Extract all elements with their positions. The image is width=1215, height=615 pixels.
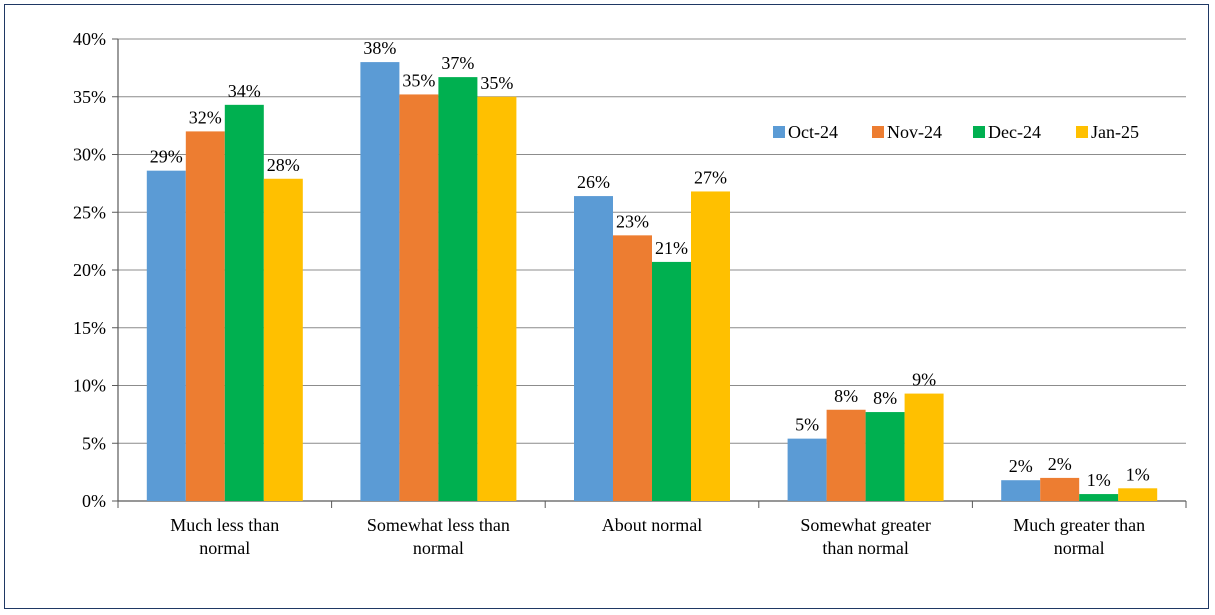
data-label: 34% bbox=[228, 81, 261, 101]
legend-label: Oct-24 bbox=[788, 122, 838, 142]
bar-oct-24-1 bbox=[360, 62, 400, 501]
data-label: 37% bbox=[441, 53, 474, 73]
legend-swatch-dec-24 bbox=[973, 126, 985, 138]
category-label: About normal bbox=[602, 515, 703, 535]
category-label-line: Somewhat less than bbox=[367, 515, 510, 535]
y-tick-label: 40% bbox=[73, 29, 106, 49]
bar-nov-24-0 bbox=[185, 131, 225, 501]
category-label: Somewhat greater than normal bbox=[800, 515, 930, 558]
category-label-line: About normal bbox=[602, 515, 703, 535]
data-label: 27% bbox=[694, 167, 727, 187]
category-label-line: Much less than bbox=[170, 515, 279, 535]
y-tick-label: 35% bbox=[73, 87, 106, 107]
data-label: 8% bbox=[873, 388, 897, 408]
data-label: 26% bbox=[577, 172, 610, 192]
legend-label: Dec-24 bbox=[988, 122, 1041, 142]
data-label: 8% bbox=[834, 386, 858, 406]
y-tick-label: 0% bbox=[82, 491, 106, 511]
data-label: 9% bbox=[912, 370, 936, 390]
bar-oct-24-0 bbox=[146, 170, 186, 502]
category-label-line: Much greater than bbox=[1013, 515, 1145, 535]
category-label-line: Somewhat greater bbox=[800, 515, 930, 535]
legend-label: Nov-24 bbox=[887, 122, 942, 142]
bar-oct-24-3 bbox=[787, 438, 827, 501]
category-label-line: than normal bbox=[822, 538, 908, 558]
bar-nov-24-3 bbox=[826, 409, 866, 501]
bar-jan-25-4 bbox=[1118, 488, 1158, 501]
y-tick-label: 20% bbox=[73, 260, 106, 280]
bar-nov-24-4 bbox=[1040, 477, 1080, 501]
data-label: 38% bbox=[363, 38, 396, 58]
bar-dec-24-0 bbox=[224, 104, 264, 502]
data-label: 2% bbox=[1009, 456, 1033, 476]
data-label: 35% bbox=[480, 73, 513, 93]
y-tick-label: 15% bbox=[73, 318, 106, 338]
legend-swatch-oct-24 bbox=[773, 126, 785, 138]
category-label-line: normal bbox=[1054, 538, 1105, 558]
data-label: 29% bbox=[150, 147, 183, 167]
data-label: 23% bbox=[616, 211, 649, 231]
bar-dec-24-4 bbox=[1079, 494, 1119, 501]
data-label: 32% bbox=[189, 107, 222, 127]
y-tick-label: 5% bbox=[82, 433, 106, 453]
data-label: 21% bbox=[655, 238, 688, 258]
bar-jan-25-3 bbox=[904, 393, 944, 501]
category-label: Much greater than normal bbox=[1013, 515, 1145, 558]
category-label: Somewhat less than normal bbox=[367, 515, 510, 558]
data-label: 35% bbox=[402, 70, 435, 90]
bar-oct-24-2 bbox=[574, 196, 613, 501]
data-label: 1% bbox=[1087, 470, 1111, 490]
data-label: 28% bbox=[267, 155, 300, 175]
bar-dec-24-3 bbox=[865, 412, 905, 501]
y-tick-label: 25% bbox=[73, 202, 106, 222]
bar-dec-24-1 bbox=[438, 77, 478, 502]
legend-swatch-nov-24 bbox=[872, 126, 884, 138]
bar-jan-25-0 bbox=[263, 178, 303, 501]
bar-jan-25-1 bbox=[477, 96, 517, 501]
category-label-line: normal bbox=[413, 538, 464, 558]
y-tick-label: 30% bbox=[73, 145, 106, 165]
bar-nov-24-2 bbox=[613, 235, 652, 501]
data-label: 1% bbox=[1126, 464, 1150, 484]
data-label: 2% bbox=[1048, 454, 1072, 474]
category-label-line: normal bbox=[199, 538, 250, 558]
bar-nov-24-1 bbox=[399, 94, 439, 501]
data-label: 5% bbox=[795, 415, 819, 435]
bar-dec-24-2 bbox=[652, 261, 691, 501]
bar-oct-24-4 bbox=[1001, 480, 1041, 501]
legend-swatch-jan-25 bbox=[1076, 126, 1088, 138]
legend-label: Jan-25 bbox=[1091, 122, 1139, 142]
category-label: Much less than normal bbox=[170, 515, 279, 558]
y-tick-label: 10% bbox=[73, 376, 106, 396]
bar-jan-25-2 bbox=[691, 191, 730, 501]
